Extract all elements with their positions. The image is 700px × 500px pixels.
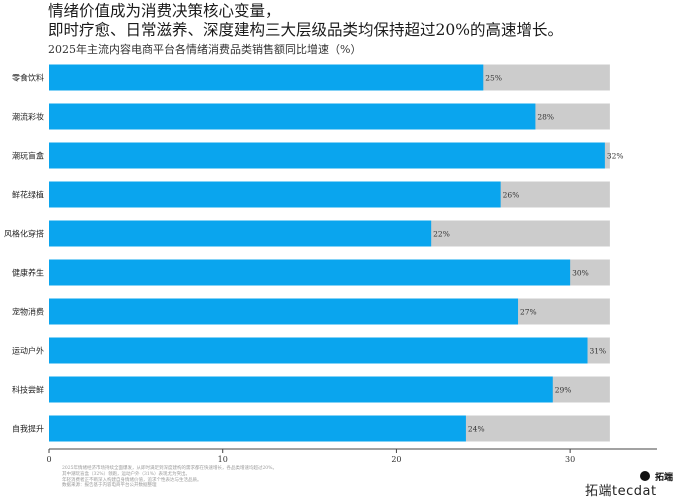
data-label: 25% xyxy=(485,74,502,83)
title-line-1: 情绪价值成为消费决策核心变量， xyxy=(48,2,281,20)
footnote-line: 年轻消费者正不断深入构建自身情绪价值，追求个性表达与生活品质。 xyxy=(62,477,202,483)
category-label: 自我提升 xyxy=(12,424,44,434)
category-label: 潮流彩妆 xyxy=(12,112,44,122)
bar xyxy=(49,298,519,325)
watermark-logo: 拓端 xyxy=(655,473,674,483)
footnotes: 2025年情绪经济市场持续全面爆发，从即时满足到深度建构的需求都在快速增长，各品… xyxy=(62,466,442,489)
bar xyxy=(49,376,553,403)
data-label: 24% xyxy=(468,425,485,434)
data-label: 32% xyxy=(607,152,624,161)
chart-title-block: 情绪价值成为消费决策核心变量， 即时疗愈、日常滋养、深度建构三大层级品类均保持超… xyxy=(48,2,688,40)
data-label: 22% xyxy=(433,230,450,239)
x-tick-label: 20 xyxy=(391,455,401,464)
category-label: 风格化穿搭 xyxy=(4,229,44,239)
x-tick-label: 10 xyxy=(218,455,228,464)
x-tick-label: 30 xyxy=(565,455,575,464)
data-label: 30% xyxy=(572,269,589,278)
bar xyxy=(49,415,466,442)
category-label: 科技尝鲜 xyxy=(12,385,44,395)
bar xyxy=(49,337,588,364)
category-label: 零食饮料 xyxy=(12,73,44,83)
data-label: 29% xyxy=(555,386,572,395)
bar xyxy=(49,142,605,169)
footnote-line: 2025年情绪经济市场持续全面爆发，从即时满足到深度建构的需求都在快速增长，各品… xyxy=(62,466,277,471)
data-label: 26% xyxy=(503,191,520,200)
bar xyxy=(49,181,501,208)
category-label: 运动户外 xyxy=(12,346,44,356)
watermark: 拓端 拓端tecdat xyxy=(585,469,699,499)
bar xyxy=(49,220,432,247)
data-label: 28% xyxy=(537,113,554,122)
watermark-logo-icon xyxy=(640,471,650,481)
bar-chart: 零食饮料 25% 潮流彩妆 28% 潮玩盲盒 32% 鲜花绿植 26% 风格化穿搭 22% 健康养生… xyxy=(4,64,657,464)
data-label: 27% xyxy=(520,308,537,317)
x-tick-label: 0 xyxy=(46,455,51,464)
watermark-text: 拓端tecdat xyxy=(585,484,657,499)
category-label: 健康养生 xyxy=(12,268,44,278)
chart-subtitle: 2025年主流内容电商平台各情绪消费品类销售额同比增速（%） xyxy=(48,43,362,56)
category-label: 潮玩盲盒 xyxy=(12,151,44,161)
bar xyxy=(49,103,536,130)
bar xyxy=(49,259,571,286)
category-label: 宠物消费 xyxy=(12,307,44,317)
footnote-line: 数据来源：报告基于内容电商平台公开数据整理 xyxy=(62,483,157,489)
data-label: 31% xyxy=(590,347,607,356)
title-line-2: 即时疗愈、日常滋养、深度建构三大层级品类均保持超过20%的高速增长。 xyxy=(48,21,563,39)
bar xyxy=(49,64,484,91)
footnote-line: 其中潮玩盲盒（32%）领跑，运动户外（31%）表现尤为突出。 xyxy=(62,471,191,477)
category-label: 鲜花绿植 xyxy=(12,190,44,200)
